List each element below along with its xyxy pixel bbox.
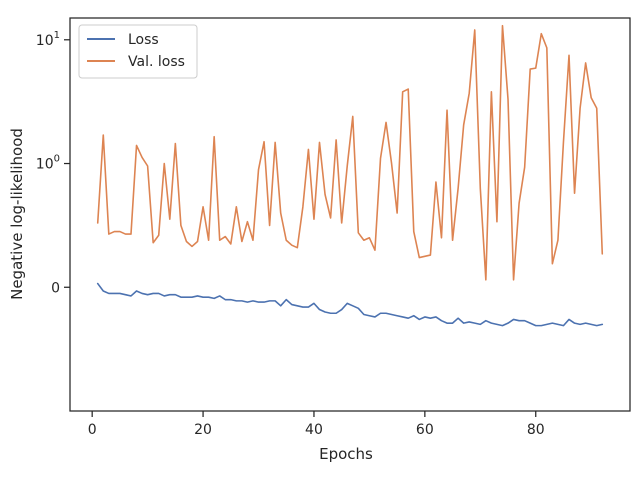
y-tick-label: 0	[51, 280, 60, 296]
plot-frame	[69, 17, 631, 412]
legend-label-loss: Loss	[128, 32, 159, 48]
y-axis-ticks: 0 100 101	[36, 30, 70, 296]
x-tick-label: 80	[527, 422, 545, 438]
plot-background	[70, 18, 630, 411]
series-lines	[96, 24, 604, 327]
x-tick-label: 0	[88, 422, 97, 438]
legend-label-val-loss: Val. loss	[128, 54, 185, 70]
series-line-loss	[96, 282, 604, 327]
x-tick-label: 20	[194, 422, 212, 438]
x-tick-label: 40	[305, 422, 323, 438]
series-line-val-loss	[96, 24, 604, 281]
legend: Loss Val. loss	[78, 24, 198, 79]
y-tick-label: 101	[36, 30, 60, 49]
x-axis-ticks: 0 20 40 60 80	[88, 411, 545, 438]
y-axis-label: Negative log-likelihood	[8, 128, 26, 300]
x-axis-label: Epochs	[319, 445, 373, 463]
y-tick-label: 100	[36, 154, 60, 173]
x-tick-label: 60	[416, 422, 434, 438]
